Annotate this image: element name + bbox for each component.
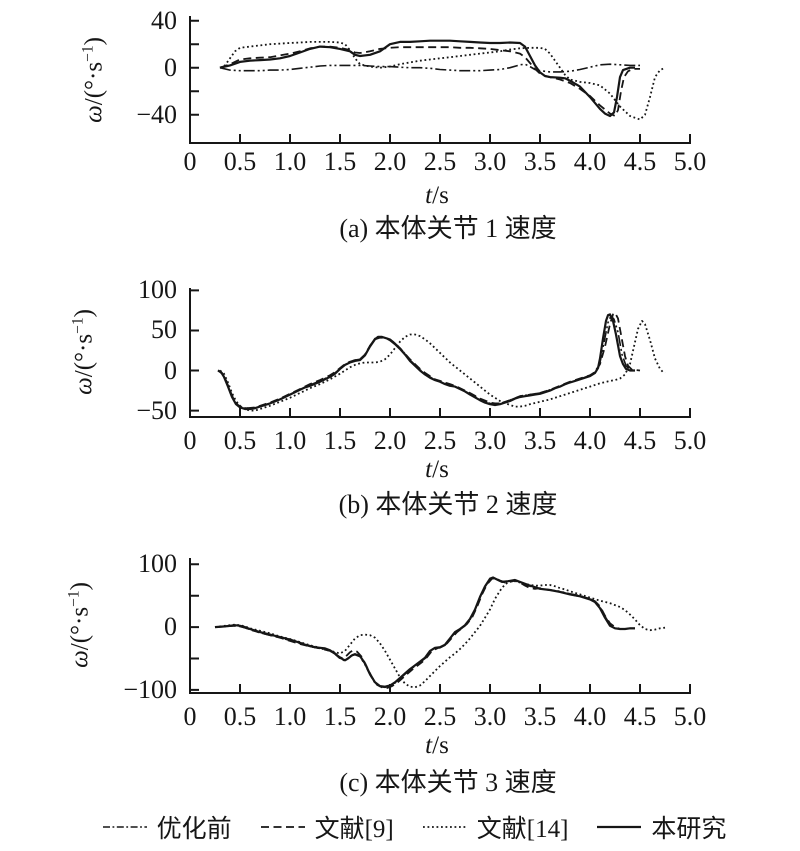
x-tick-label: 3.5 [523,426,557,455]
x-tick-label: 3.5 [523,702,557,731]
y-tick-label: −50 [136,395,177,425]
x-tick-label: 0.5 [223,426,257,455]
x-tick-label: 2.0 [373,147,407,176]
x-tick-label: 4.5 [623,147,657,176]
x-tick-label: 1.5 [323,426,357,455]
series-solid [214,576,635,688]
x-tick-label: 0.5 [223,147,257,176]
x-tick-label: 5.0 [673,147,707,176]
x-tick-label: 4.5 [623,426,657,455]
series-dotted [219,320,666,412]
legend-line-dashed [260,826,305,828]
y-axis-label-a: ω/(°·s−1) [79,37,108,123]
x-tick-label: 3.0 [473,147,507,176]
y-tick-label: −40 [136,99,177,129]
x-tick-label: 4.0 [573,147,607,176]
chart-c-plot [189,558,691,694]
y-tick-label: 40 [151,5,177,35]
omega-symbol: ω [70,377,98,395]
x-tick-label: 1.0 [273,702,307,731]
series-dashed [219,45,640,117]
series-dashed [217,311,641,410]
series-solid [219,39,635,118]
y-tick-label: 100 [138,549,177,579]
x-tick-label: 1.5 [323,702,357,731]
x-tick-label: 4.5 [623,702,657,731]
x-tick-label: 1.5 [323,147,357,176]
y-tick-label: −100 [123,674,177,704]
charts-canvas [189,16,691,694]
x-axis-label-c: t/s [425,732,449,759]
x-axis-label-a: t/s [425,182,449,209]
legend-line-dotted [422,826,467,828]
legend-item: 文献[14] [422,809,569,845]
legend: 优化前 文献[9] 文献[14] 本研究 [0,806,800,848]
chart-a-title: (a) 本体关节 1 速度 [339,214,557,243]
x-tick-label: 3.5 [523,147,557,176]
x-tick-label: 4.0 [573,702,607,731]
axis-lines [189,558,691,694]
legend-item: 优化前 [102,809,232,845]
x-tick-label: 2.5 [423,702,457,731]
y-axis-label-c: ω/(°·s−1) [65,582,94,668]
omega-symbol: ω [80,105,108,123]
legend-item: 本研究 [596,809,726,845]
legend-label: 优化前 [156,816,232,843]
tick-marks [190,289,691,417]
x-tick-label: 2.5 [423,426,457,455]
y-tick-label: 0 [164,52,177,82]
series-dashdotdot [219,63,640,73]
x-tick-label: 0 [183,147,197,176]
legend-line-dashdotdot [102,826,147,828]
y-axis-label-b: ω/(°·s−1) [69,309,98,395]
tick-marks [190,563,691,693]
legend-label: 文献[9] [314,816,394,843]
x-tick-label: 2.0 [373,702,407,731]
chart-a-plot [189,16,691,144]
y-tick-label: 0 [164,355,177,385]
x-axis-label-b: t/s [425,456,449,483]
chart-c-title: (c) 本体关节 3 速度 [339,768,557,797]
legend-label: 文献[14] [476,816,569,843]
x-tick-label: 0 [183,702,197,731]
x-tick-label: 1.0 [273,426,307,455]
axis-lines [189,16,691,144]
y-tick-label: 100 [138,275,177,305]
x-tick-label: 2.0 [373,426,407,455]
x-tick-label: 4.0 [573,426,607,455]
x-tick-label: 5.0 [673,702,707,731]
series-dashdotdot [217,315,636,409]
legend-line-solid [597,825,642,829]
x-tick-label: 0 [183,426,197,455]
x-tick-label: 5.0 [673,426,707,455]
tick-marks [190,19,691,143]
x-tick-label: 0.5 [223,702,257,731]
legend-label: 本研究 [651,816,727,843]
x-tick-label: 3.0 [473,426,507,455]
x-tick-label: 1.0 [273,147,307,176]
series-dotted [214,580,666,689]
x-tick-label: 3.0 [473,702,507,731]
chart-b-plot [189,288,691,418]
y-tick-label: 50 [151,315,177,345]
x-tick-label: 2.5 [423,147,457,176]
legend-item: 文献[9] [260,809,394,845]
series-solid [217,313,635,411]
y-tick-label: 0 [164,612,177,642]
omega-symbol: ω [66,650,94,668]
chart-b-title: (b) 本体关节 2 速度 [338,490,558,519]
